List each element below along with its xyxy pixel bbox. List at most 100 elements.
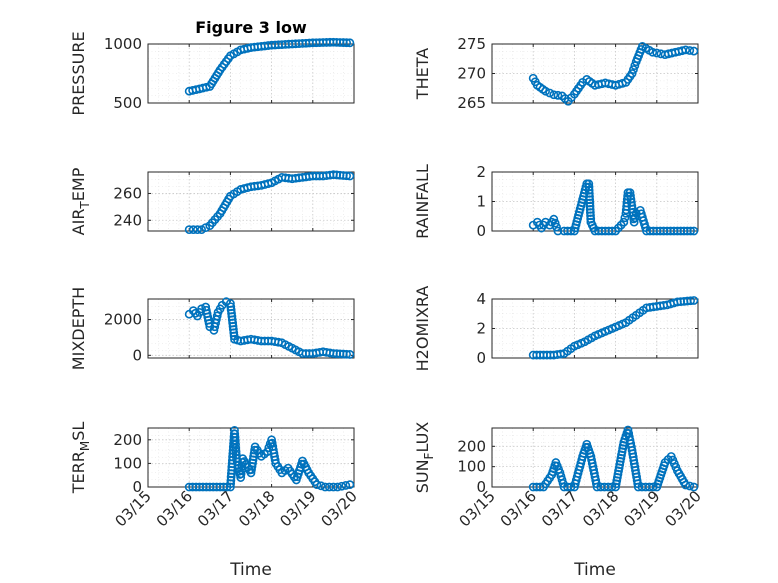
data-point — [545, 88, 555, 98]
y-tick-label: 270 — [457, 65, 486, 83]
data-point — [652, 48, 662, 58]
y-tick-label: 0 — [132, 346, 142, 364]
data-point — [345, 350, 355, 359]
data-point — [341, 481, 351, 490]
x-tick-label: 03/19 — [276, 487, 319, 530]
y-tick-label: 265 — [457, 94, 486, 112]
data-point — [324, 482, 334, 492]
data-point — [550, 218, 560, 228]
subplot-mixdepth: 0 2000 MIXDEPTH — [69, 287, 355, 370]
data-point — [553, 90, 563, 100]
data-point — [620, 213, 630, 223]
x-tick-label: 03/17 — [538, 487, 581, 530]
data-point — [552, 222, 561, 232]
data-point — [685, 46, 695, 55]
data-point — [342, 349, 351, 359]
chart-title: Figure 3 low — [195, 18, 307, 37]
data-point — [197, 304, 206, 314]
y-tick-label: 0 — [476, 222, 486, 240]
axis-frame — [147, 171, 355, 232]
data-point — [689, 482, 699, 492]
data-point — [556, 349, 566, 359]
y-axis-label: PRESSURE — [69, 31, 88, 115]
x-tick-label: 03/16 — [497, 487, 540, 530]
y-tick-label: 1 — [476, 193, 486, 211]
series-markers — [184, 37, 355, 96]
x-axis-label: Time — [573, 560, 616, 580]
data-point — [320, 482, 330, 492]
subplot-sun-flux: 010020003/1503/1603/1703/1803/1903/20SUN… — [413, 422, 705, 580]
data-point — [553, 226, 563, 236]
y-tick-label: 100 — [457, 458, 486, 476]
data-point — [188, 225, 198, 235]
subplot-pressure: 500 1000 PRESSURE Figure 3 low — [69, 18, 355, 116]
y-tick-label: 0 — [476, 478, 486, 496]
data-point — [549, 90, 559, 100]
subplot-terr-msl: 010020003/1503/1603/1703/1803/1903/20TER… — [69, 422, 361, 580]
y-axis-label: SUNFLUX — [413, 422, 436, 494]
data-point — [221, 297, 231, 307]
x-tick-label: 03/20 — [662, 487, 705, 530]
subplot-rainfall: 0 1 2 RAINFALL — [413, 163, 699, 240]
data-point — [685, 481, 695, 491]
data-point — [627, 69, 637, 78]
x-tick-label: 03/16 — [153, 487, 196, 530]
y-tick-label: 2 — [476, 320, 486, 338]
data-point — [648, 47, 658, 57]
y-axis-label: H2OMIXRA — [413, 286, 432, 372]
data-point — [212, 311, 222, 321]
axis-frame — [147, 427, 355, 488]
subplot-air-temp: 240 260 AIRTEMP — [69, 167, 355, 235]
data-point — [689, 226, 699, 236]
x-tick-label: 03/20 — [318, 487, 361, 530]
data-point — [686, 296, 695, 306]
series-markers — [184, 297, 355, 359]
y-tick-label: 500 — [113, 94, 142, 112]
x-tick-label: 03/18 — [579, 487, 622, 530]
y-tick-label: 0 — [132, 478, 142, 496]
y-tick-label: 200 — [457, 437, 486, 455]
y-tick-label: 2 — [476, 163, 486, 181]
data-point — [681, 45, 691, 55]
y-tick-label: 240 — [113, 211, 142, 229]
y-tick-label: 1000 — [104, 35, 142, 53]
data-point — [345, 480, 355, 490]
data-point — [197, 225, 206, 235]
y-tick-label: 275 — [457, 35, 486, 53]
data-point — [629, 217, 639, 227]
y-axis-label: MIXDEPTH — [69, 287, 88, 370]
y-axis-label: RAINFALL — [413, 164, 432, 239]
data-point — [342, 171, 351, 181]
y-tick-label: 2000 — [104, 311, 142, 329]
y-tick-label: 200 — [113, 431, 142, 449]
y-axis-label: THETA — [413, 48, 432, 100]
x-axis-label: Time — [229, 560, 272, 580]
subplot-theta: 265 270 275 THETA — [413, 35, 699, 112]
series-markers — [184, 425, 355, 492]
data-point — [345, 38, 355, 48]
y-tick-label: 260 — [113, 184, 142, 202]
x-tick-label: 03/18 — [235, 487, 278, 530]
data-point — [549, 214, 559, 224]
data-point — [345, 171, 355, 181]
subplot-h2omixra: 0 2 4 H2OMIXRA — [413, 286, 699, 372]
data-point — [193, 225, 202, 235]
y-axis-label: TERRMSL — [69, 422, 92, 495]
data-point — [686, 226, 695, 236]
y-tick-label: 4 — [476, 290, 486, 308]
series-markers — [528, 179, 699, 236]
series-markers — [528, 296, 699, 360]
data-point — [342, 38, 351, 48]
data-point — [689, 46, 699, 56]
data-point — [541, 86, 550, 96]
series-markers — [528, 41, 699, 106]
series-markers — [184, 170, 355, 235]
data-point — [337, 481, 347, 491]
data-point — [312, 480, 322, 490]
data-point — [689, 296, 699, 305]
x-tick-label: 03/19 — [620, 487, 663, 530]
data-point — [328, 482, 338, 492]
data-point — [629, 65, 638, 74]
y-axis-label: AIRTEMP — [69, 167, 92, 235]
